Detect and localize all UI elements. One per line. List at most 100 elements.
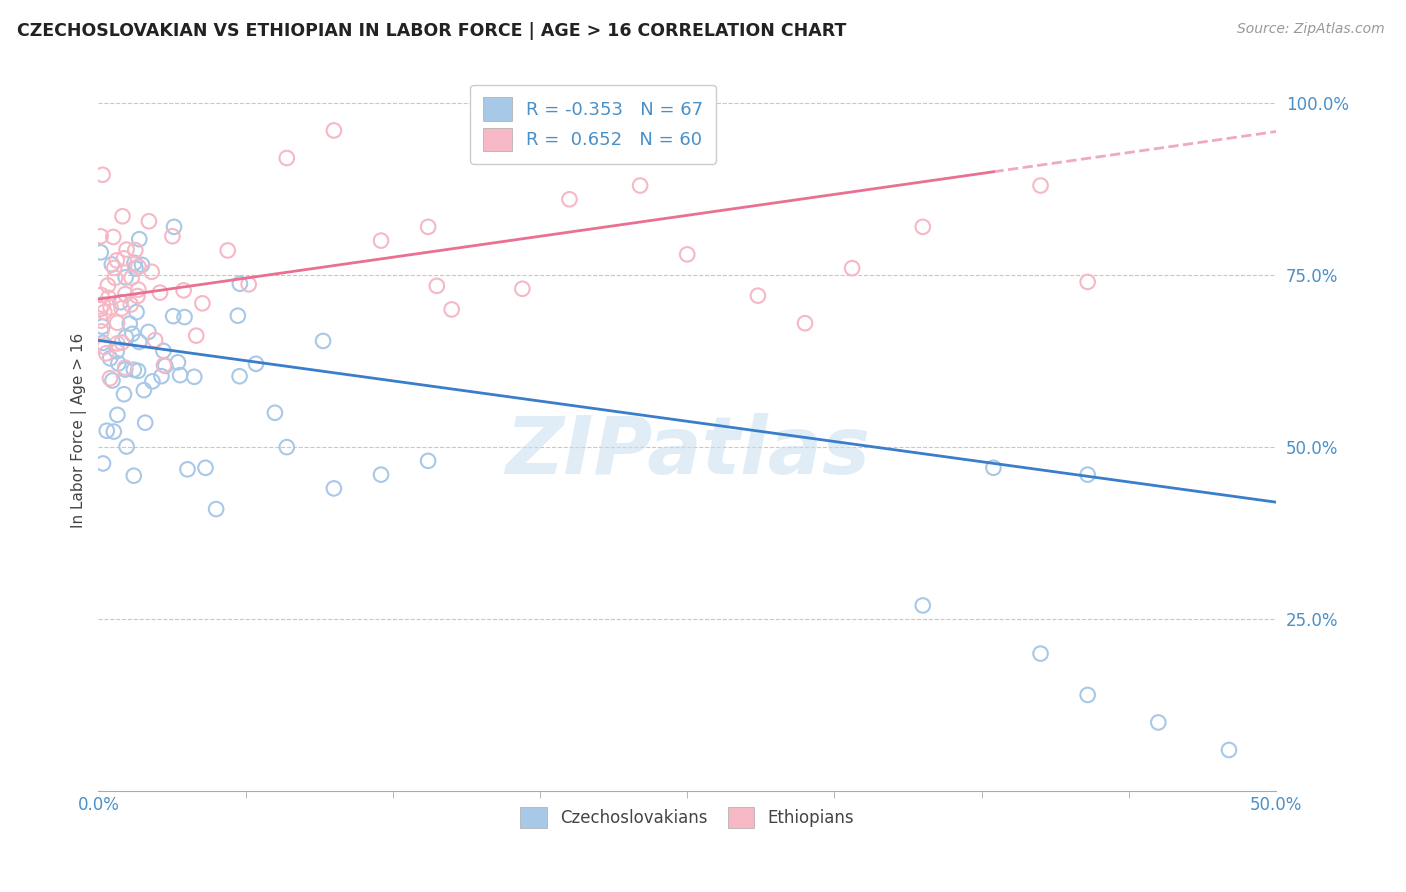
- Point: [121, 270, 143, 285]
- Point: [276, 440, 298, 454]
- Point: [155, 359, 177, 373]
- Point: [245, 357, 267, 371]
- Point: [101, 258, 124, 272]
- Point: [173, 284, 195, 298]
- Point: [416, 454, 439, 468]
- Point: [128, 232, 150, 246]
- Point: [112, 387, 135, 401]
- Point: [97, 278, 120, 293]
- Point: [110, 301, 132, 316]
- Point: [91, 457, 114, 471]
- Point: [110, 295, 132, 310]
- Point: [105, 253, 128, 268]
- Point: [440, 302, 463, 317]
- Point: [370, 467, 392, 482]
- Point: [91, 319, 114, 334]
- Point: [628, 178, 651, 193]
- Point: [125, 305, 148, 319]
- Point: [205, 502, 228, 516]
- Point: [152, 343, 174, 358]
- Point: [127, 364, 149, 378]
- Point: [96, 424, 118, 438]
- Point: [176, 462, 198, 476]
- Point: [91, 335, 114, 350]
- Point: [90, 288, 112, 302]
- Point: [97, 291, 120, 305]
- Point: [163, 219, 186, 234]
- Point: [107, 357, 129, 371]
- Point: [104, 271, 127, 285]
- Point: [370, 234, 392, 248]
- Point: [1077, 275, 1099, 289]
- Point: [229, 277, 252, 291]
- Point: [312, 334, 335, 348]
- Point: [105, 344, 128, 359]
- Y-axis label: In Labor Force | Age > 16: In Labor Force | Age > 16: [72, 333, 87, 527]
- Point: [118, 317, 141, 331]
- Text: CZECHOSLOVAKIAN VS ETHIOPIAN IN LABOR FORCE | AGE > 16 CORRELATION CHART: CZECHOSLOVAKIAN VS ETHIOPIAN IN LABOR FO…: [17, 22, 846, 40]
- Point: [103, 230, 125, 244]
- Point: [90, 313, 112, 327]
- Point: [90, 229, 112, 244]
- Point: [141, 375, 163, 389]
- Point: [238, 277, 260, 292]
- Point: [114, 270, 136, 285]
- Legend: Czechoslovakians, Ethiopians: Czechoslovakians, Ethiopians: [513, 800, 860, 835]
- Point: [111, 209, 134, 223]
- Point: [416, 219, 439, 234]
- Point: [162, 229, 184, 244]
- Point: [100, 301, 122, 315]
- Point: [194, 460, 217, 475]
- Point: [276, 151, 298, 165]
- Text: Source: ZipAtlas.com: Source: ZipAtlas.com: [1237, 22, 1385, 37]
- Point: [105, 316, 128, 330]
- Point: [1077, 688, 1099, 702]
- Text: ZIPatlas: ZIPatlas: [505, 413, 870, 491]
- Point: [747, 288, 769, 302]
- Point: [90, 245, 112, 260]
- Point: [122, 468, 145, 483]
- Point: [115, 243, 138, 257]
- Point: [169, 368, 191, 383]
- Point: [127, 289, 149, 303]
- Point: [127, 260, 149, 274]
- Point: [322, 482, 344, 496]
- Point: [98, 351, 121, 366]
- Point: [131, 258, 153, 272]
- Point: [1218, 743, 1240, 757]
- Point: [911, 599, 934, 613]
- Point: [183, 369, 205, 384]
- Point: [124, 256, 146, 270]
- Point: [558, 192, 581, 206]
- Point: [186, 328, 208, 343]
- Point: [114, 362, 136, 376]
- Point: [322, 123, 344, 137]
- Point: [90, 325, 112, 339]
- Point: [794, 316, 817, 330]
- Point: [1147, 715, 1170, 730]
- Point: [841, 261, 863, 276]
- Point: [1029, 647, 1052, 661]
- Point: [101, 374, 124, 388]
- Point: [217, 244, 239, 258]
- Point: [134, 416, 156, 430]
- Point: [153, 358, 176, 372]
- Point: [141, 265, 163, 279]
- Point: [128, 334, 150, 349]
- Point: [1077, 467, 1099, 482]
- Point: [143, 333, 166, 347]
- Point: [120, 297, 142, 311]
- Point: [96, 346, 118, 360]
- Point: [105, 336, 128, 351]
- Point: [114, 330, 136, 344]
- Point: [90, 301, 112, 316]
- Point: [105, 408, 128, 422]
- Point: [127, 283, 149, 297]
- Point: [91, 297, 114, 311]
- Point: [676, 247, 699, 261]
- Point: [124, 261, 146, 276]
- Point: [983, 460, 1005, 475]
- Point: [103, 260, 125, 275]
- Point: [138, 214, 160, 228]
- Point: [173, 310, 195, 324]
